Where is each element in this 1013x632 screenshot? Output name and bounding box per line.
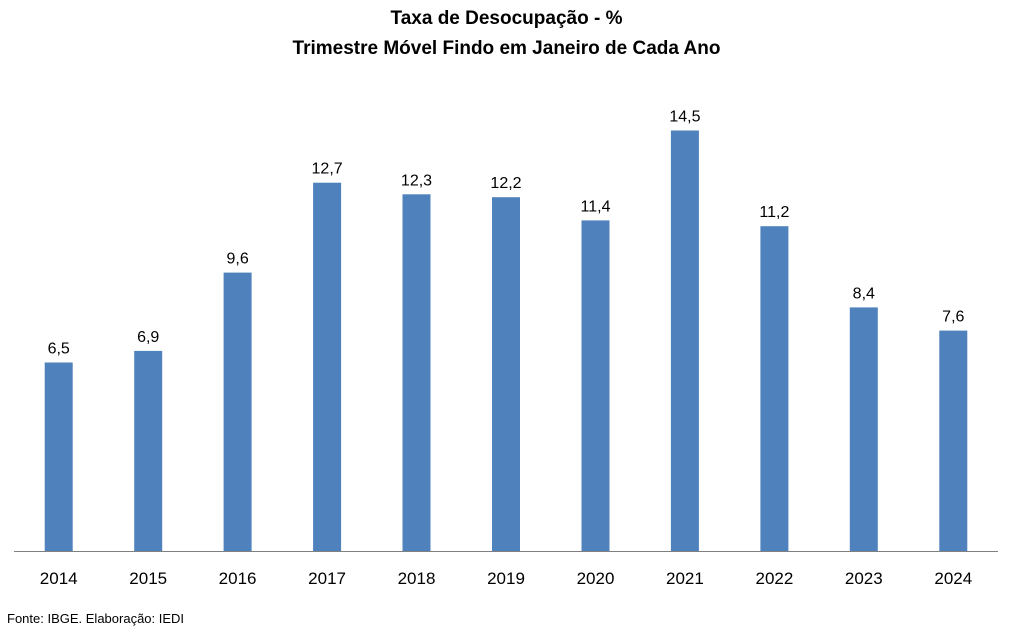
data-label-2019: 12,2 (490, 175, 521, 192)
x-tick-label-2014: 2014 (40, 569, 78, 588)
x-tick-label-2016: 2016 (219, 569, 257, 588)
bar-2016 (223, 272, 252, 551)
bar-2020 (581, 220, 610, 551)
x-tick-label-2022: 2022 (755, 569, 793, 588)
data-label-2018: 12,3 (401, 172, 432, 189)
data-label-2017: 12,7 (312, 161, 343, 178)
chart-title-block: Taxa de Desocupação - % Trimestre Móvel … (0, 4, 1013, 64)
x-tick-label-2021: 2021 (666, 569, 704, 588)
data-label-2023: 8,4 (853, 285, 875, 302)
data-label-2020: 11,4 (581, 198, 611, 215)
data-label-2022: 11,2 (759, 204, 789, 221)
chart-subtitle: Trimestre Móvel Findo em Janeiro de Cada… (292, 38, 721, 59)
bar-2022 (760, 226, 789, 551)
x-tick-label-2023: 2023 (845, 569, 883, 588)
bar-2024 (939, 330, 968, 551)
source-note: Fonte: IBGE. Elaboração: IEDI (7, 611, 185, 626)
bar-2018 (402, 194, 431, 552)
x-tick-label-2015: 2015 (129, 569, 167, 588)
x-tick-label-2024: 2024 (934, 569, 972, 588)
bar-2023 (849, 307, 878, 551)
data-label-2021: 14,5 (669, 109, 700, 126)
bar-2015 (134, 350, 163, 551)
data-label-2016: 9,6 (226, 251, 248, 268)
bar-2019 (492, 197, 520, 551)
x-tick-label-2020: 2020 (577, 569, 615, 588)
bar-2021 (670, 130, 699, 551)
bar-chart: 6,5 2014 6,9 2015 9,6 2016 12,7 2017 12,3 2018 12,… (14, 109, 998, 588)
data-label-2014: 6,5 (48, 341, 70, 358)
x-tick-label-2019: 2019 (487, 569, 525, 588)
x-tick-label-2017: 2017 (308, 569, 346, 588)
bar-2017 (313, 182, 342, 551)
data-label-2024: 7,6 (942, 309, 964, 326)
data-label-2015: 6,9 (137, 329, 159, 346)
bar-2014 (44, 362, 73, 551)
chart-title: Taxa de Desocupação - % (390, 8, 623, 29)
x-tick-label-2018: 2018 (398, 569, 436, 588)
